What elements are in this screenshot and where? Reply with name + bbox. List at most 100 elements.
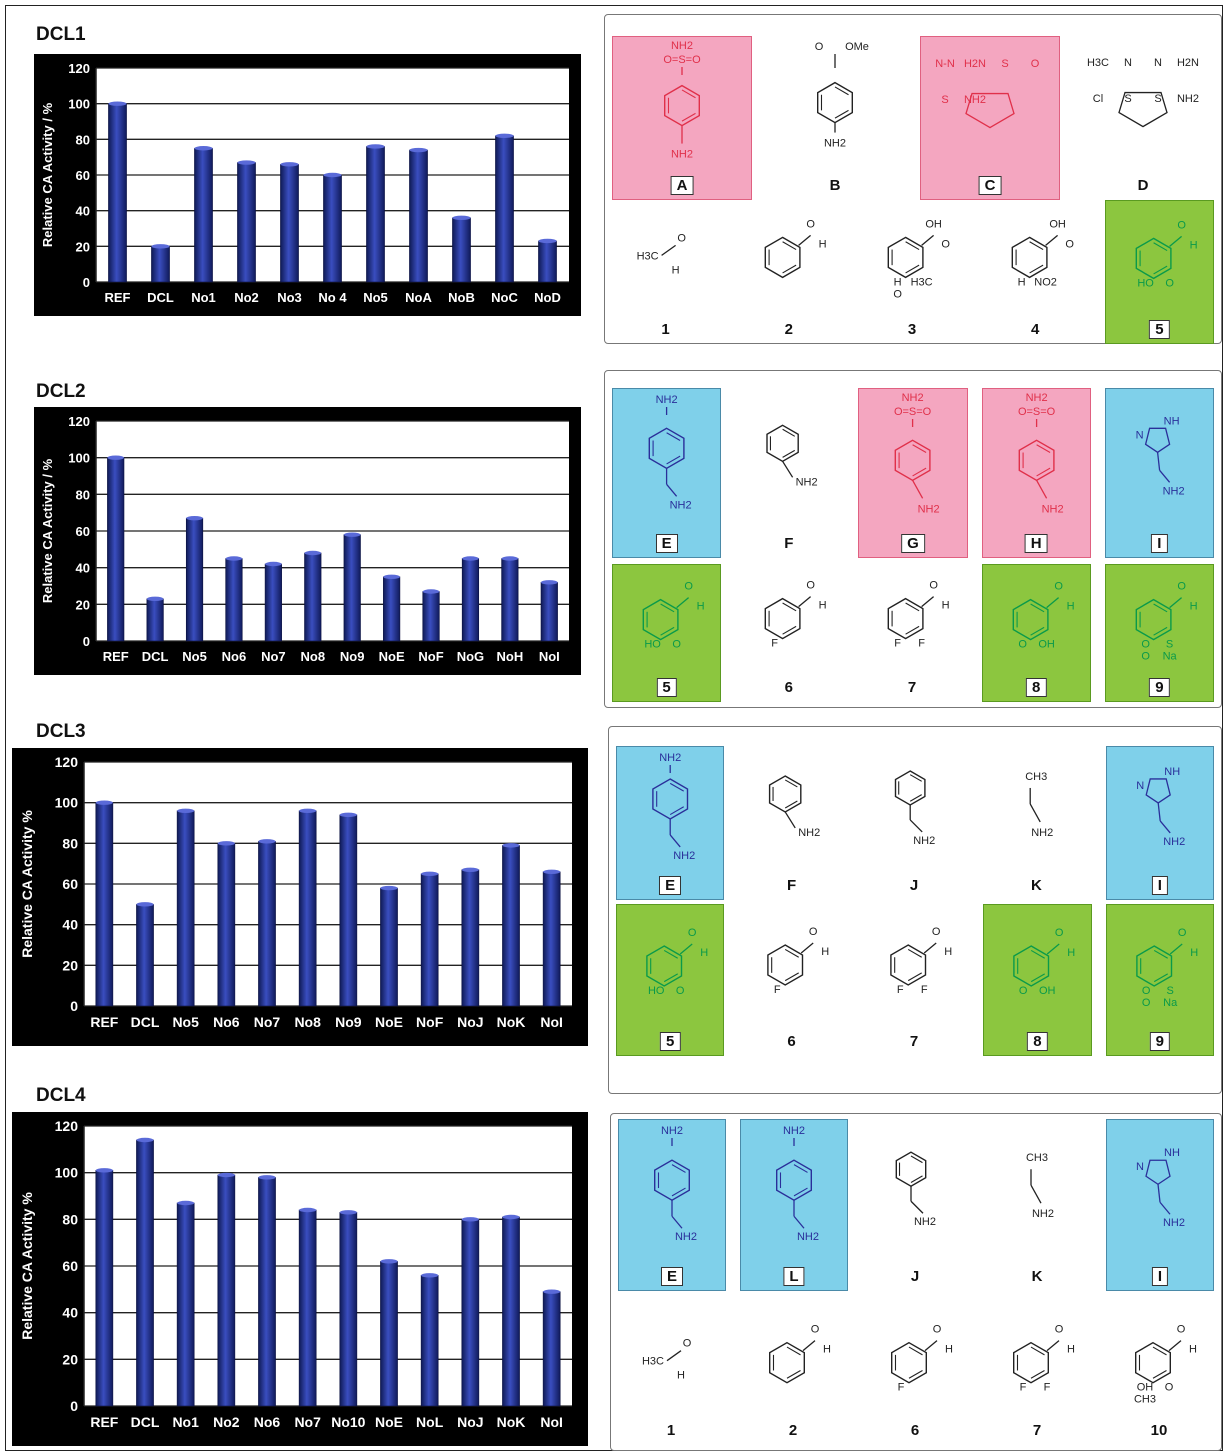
- bar-cap: [462, 556, 479, 561]
- bar: [420, 873, 439, 1007]
- x-tick-label: No9: [335, 1014, 362, 1030]
- bar: [409, 149, 428, 283]
- svg-text:S: S: [1001, 58, 1008, 70]
- svg-text:F: F: [1044, 1382, 1051, 1394]
- svg-text:Cl: Cl: [1093, 93, 1103, 105]
- svg-text:NO2: NO2: [1034, 276, 1057, 288]
- molecule-structure: NH2 NH2: [648, 394, 692, 511]
- bar: [502, 1216, 520, 1407]
- chart-dcl4: 0 20 40 60 80 100 120 Relative CA Activity % REF…: [12, 1112, 588, 1446]
- svg-text:H: H: [677, 1370, 685, 1382]
- svg-text:HO: HO: [644, 639, 661, 651]
- y-tick-label: 40: [76, 561, 90, 576]
- bar-cap: [422, 589, 440, 594]
- y-tick-label: 120: [68, 61, 90, 76]
- x-tick-label: NoA: [405, 290, 432, 305]
- compound-label: E: [659, 876, 682, 895]
- structure-cell: NH N NH2 I: [1106, 1119, 1214, 1291]
- bar-cap: [237, 160, 256, 165]
- svg-text:S: S: [1166, 985, 1173, 997]
- x-tick-label: NoE: [375, 1014, 403, 1030]
- x-tick-label: NoB: [448, 290, 475, 305]
- x-tick-label: NoF: [418, 649, 443, 664]
- compound-label: J: [909, 877, 919, 894]
- molecule-structure: NH2 O=S=O NH2: [894, 392, 940, 515]
- bar: [461, 869, 480, 1007]
- bar: [380, 1261, 398, 1407]
- bar: [542, 871, 561, 1007]
- chart-dcl1: 0 20 40 60 80 100 120 Relative CA Activity / % R…: [34, 54, 581, 316]
- svg-text:O: O: [894, 288, 903, 300]
- bar: [95, 802, 114, 1007]
- y-tick-label: 100: [55, 795, 79, 811]
- bar-cap: [177, 808, 195, 813]
- structure-cell: O H HO O 5: [612, 564, 722, 702]
- compound-label: 5: [656, 678, 677, 697]
- svg-text:H: H: [894, 276, 902, 288]
- bar: [151, 246, 170, 283]
- bar: [366, 146, 385, 283]
- svg-text:F: F: [895, 638, 902, 650]
- structure-cell: NH2 NH2 E: [618, 1119, 726, 1291]
- structure-cell: CH3 NH2 K: [984, 1119, 1090, 1289]
- molecule-structure: NH2: [766, 424, 818, 488]
- x-tick-label: No6: [254, 1414, 281, 1430]
- svg-text:O: O: [942, 238, 951, 250]
- compound-label: E: [660, 1267, 684, 1286]
- svg-text:CH3: CH3: [1026, 1152, 1048, 1164]
- structure-cell: O H OH O CH3 10: [1106, 1309, 1212, 1443]
- x-tick-label: No 4: [318, 290, 347, 305]
- y-tick-label: 100: [55, 1165, 79, 1181]
- svg-text:O: O: [1018, 639, 1027, 651]
- svg-text:H: H: [819, 238, 827, 250]
- svg-text:H: H: [1189, 601, 1197, 613]
- y-tick-label: 60: [76, 524, 90, 539]
- svg-text:H3C: H3C: [1087, 57, 1109, 69]
- bar-cap: [186, 515, 203, 521]
- bar-cap: [95, 800, 113, 805]
- svg-text:NH2: NH2: [659, 752, 681, 764]
- x-tick-label: No10: [331, 1414, 365, 1430]
- y-tick-label: 120: [55, 754, 79, 770]
- bar-cap: [225, 556, 243, 561]
- svg-text:O: O: [807, 580, 816, 592]
- y-tick-label: 100: [68, 451, 90, 466]
- svg-text:O: O: [677, 232, 686, 244]
- svg-text:O: O: [807, 218, 816, 230]
- x-tick-label: DCL: [131, 1414, 160, 1430]
- compound-label: I: [1151, 534, 1168, 553]
- svg-text:H: H: [942, 600, 950, 612]
- svg-text:O: O: [684, 581, 693, 593]
- molecule-structure: OH F: [767, 926, 830, 996]
- bar-cap: [380, 1259, 398, 1264]
- x-tick-label: REF: [90, 1414, 118, 1430]
- x-tick-label: No2: [213, 1414, 240, 1430]
- svg-text:O: O: [683, 1338, 692, 1350]
- x-tick-label: No6: [213, 1014, 240, 1030]
- svg-text:N: N: [1136, 780, 1144, 792]
- svg-text:NH2: NH2: [1163, 1217, 1185, 1229]
- bar: [176, 1202, 195, 1407]
- svg-text:O: O: [1165, 1382, 1174, 1394]
- svg-text:O=S=O: O=S=O: [1018, 406, 1056, 418]
- panel-title-dcl4: DCL4: [36, 1085, 86, 1106]
- svg-text:NH2: NH2: [1031, 827, 1053, 839]
- svg-text:NH2: NH2: [1032, 1208, 1054, 1220]
- molecule-structure: OHO SO Na: [1135, 581, 1197, 663]
- svg-text:CH3: CH3: [1134, 1394, 1156, 1406]
- y-tick-label: 20: [62, 957, 78, 973]
- structure-cell: O H O S O Na 9: [1105, 904, 1214, 1056]
- bar-cap: [177, 1200, 195, 1206]
- svg-text:O: O: [676, 985, 685, 997]
- bar-cap: [343, 532, 361, 537]
- svg-text:O: O: [930, 580, 939, 592]
- y-tick-label: 0: [70, 998, 78, 1014]
- svg-text:F: F: [897, 984, 904, 996]
- structure-cell: H3C O H 1: [612, 200, 719, 342]
- svg-text:O: O: [1142, 997, 1151, 1009]
